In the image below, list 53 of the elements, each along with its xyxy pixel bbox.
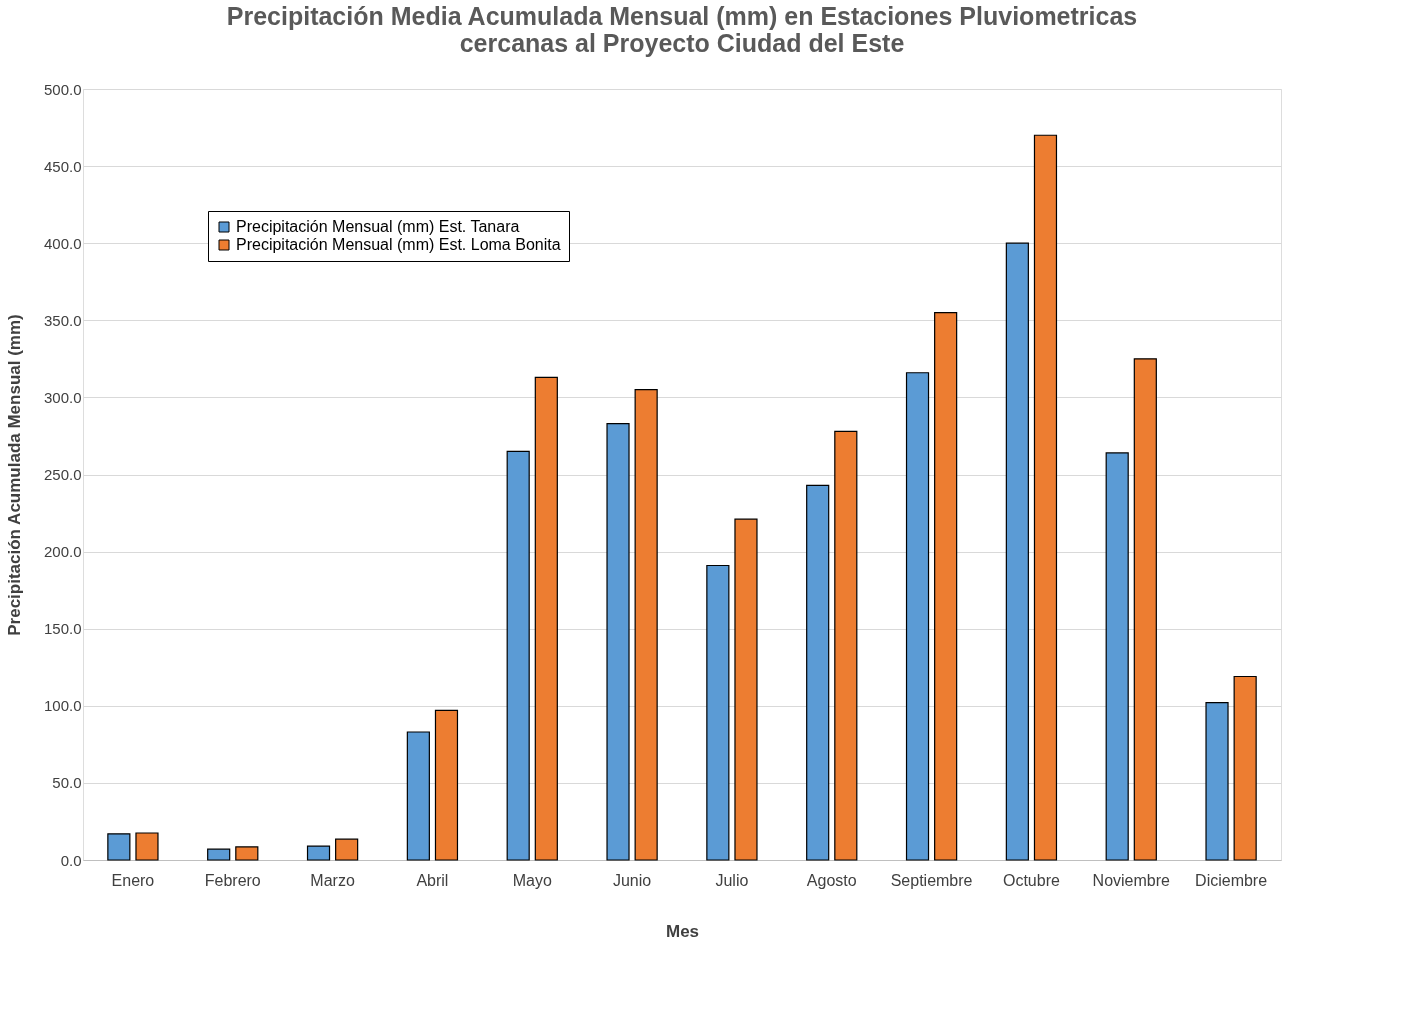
x-tick-label: Septiembre [890,871,973,889]
bar [1033,134,1058,861]
x-tick-label: Enero [111,871,155,889]
bar [834,430,858,861]
text: cercanas al Proyecto Ciudad del Este [459,29,905,57]
x-tick-label: Mayo [512,871,552,889]
bar [335,838,359,861]
y-tick-label: 250.0 [43,466,82,483]
text: Precipitación Media Acumulada Mensual (mm) en Estaciones Pluviometricas [226,2,1138,30]
x-tick-label: Noviembre [1092,871,1171,889]
bar [734,518,758,861]
bar [706,564,730,861]
x-tick-label: Junio [612,871,652,889]
bar [306,845,331,861]
bar [406,731,430,861]
bar [1205,702,1229,861]
bar [934,311,958,861]
y-tick-label: 300.0 [43,388,82,406]
bar [1233,675,1257,861]
bar [506,450,530,861]
y-tick-label: 150.0 [43,620,82,638]
y-tick-label: 0.0 [60,851,82,869]
bar [905,372,930,861]
y-tick-label: 100.0 [43,697,82,715]
x-tick-label: Febrero [204,871,261,889]
bar [1105,452,1129,861]
y-tick-label: 450.0 [43,157,82,175]
bar [534,376,558,861]
x-axis-title: Mes [665,921,700,941]
y-tick-label: 350.0 [43,311,82,329]
legend-label: Precipitación Mensual (mm) Est. Loma Bonita [236,236,561,253]
bar [606,423,630,861]
y-tick-label: 200.0 [43,543,82,561]
bar [634,389,658,861]
y-tick-label: 50.0 [52,774,82,792]
bar [107,833,131,861]
bar [1005,242,1029,861]
x-tick-label: Octubre [1002,871,1060,889]
x-tick-label: Abril [416,871,449,889]
x-tick-label: Marzo [310,871,355,889]
bar [235,846,259,861]
bar [207,848,231,861]
y-axis-title: Precipitación Acumulada Mensual (mm) [4,314,24,636]
bar [434,709,459,861]
legend-label: Precipitación Mensual (mm) Est. Tanara [236,218,520,235]
y-tick-label: 500.0 [43,80,82,98]
bar [135,832,159,861]
x-tick-label: Julio [715,871,749,889]
bar [1133,358,1157,861]
y-tick-label: 400.0 [43,234,82,252]
x-tick-label: Agosto [806,871,857,889]
bar [806,484,830,861]
x-tick-label: Diciembre [1195,871,1268,889]
